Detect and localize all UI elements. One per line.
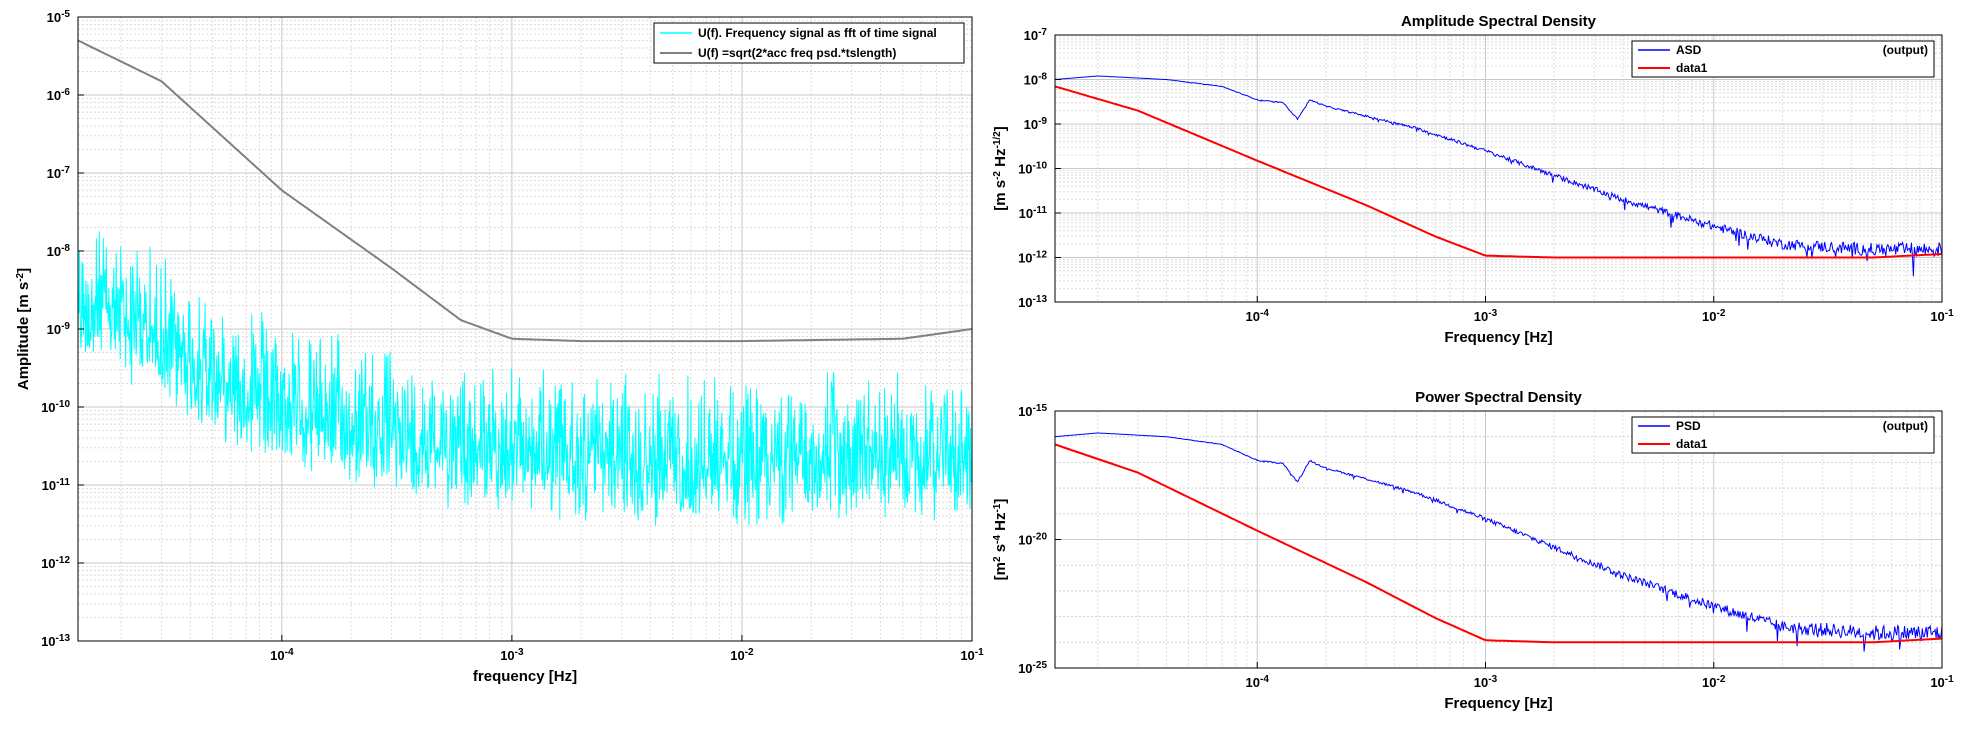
- y-tick-label: 10-13: [41, 633, 70, 650]
- y-tick-label: 10-9: [1024, 116, 1048, 133]
- legend: ASD data1 (output): [1631, 40, 1935, 78]
- legend: PSD data1 (output): [1631, 416, 1935, 454]
- y-axis-label: Amplitude [m s-2]: [15, 268, 33, 390]
- series-line-data1-1: [1054, 443, 1943, 644]
- chart-panel-2: 10-4 10-3 10-2 10-1 10-7 10-8 10-9 10-10 10-11 10…: [992, 13, 1955, 346]
- x-tick-label: 10-2: [730, 647, 754, 664]
- y-tick-label: 10-25: [1018, 660, 1047, 677]
- legend-note: (output): [1883, 43, 1928, 57]
- x-tick-label: 10-3: [1474, 308, 1498, 325]
- y-tick-label: 10-11: [1019, 205, 1048, 222]
- series-line-asd-0: [1054, 75, 1943, 277]
- legend-entry: data1: [1676, 61, 1708, 75]
- x-tick-label: 10-2: [1702, 674, 1726, 691]
- y-tick-label: 10-7: [1024, 27, 1048, 44]
- x-axis-label: Frequency [Hz]: [1444, 695, 1552, 712]
- legend-entry: data1: [1676, 437, 1708, 451]
- x-tick-label: 10-3: [500, 647, 524, 664]
- legend-note: (output): [1883, 419, 1928, 433]
- y-tick-label: 10-10: [41, 399, 70, 416]
- x-tick-label: 10-1: [960, 647, 984, 664]
- x-tick-label: 10-4: [1246, 674, 1270, 691]
- legend-entry: U(f) =sqrt(2*acc freq psd.*tslength): [698, 46, 896, 60]
- series-line-u-1: [77, 39, 973, 343]
- x-tick-label: 10-3: [1474, 674, 1498, 691]
- legend-box: [1631, 40, 1935, 78]
- series-line-data1-1: [1054, 85, 1943, 259]
- series-line-u-0: [77, 231, 973, 526]
- x-tick-label: 10-2: [1702, 308, 1726, 325]
- legend: U(f). Frequency signal as fft of time si…: [653, 22, 965, 64]
- legend-box: [1631, 416, 1935, 454]
- legend-entry: ASD: [1676, 43, 1702, 57]
- x-tick-label: 10-4: [270, 647, 294, 664]
- y-axis-label: [m s-2 Hz-1/2]: [992, 126, 1010, 210]
- chart-panel-3: 10-4 10-3 10-2 10-1 10-15 10-20 10-25 Power Spe…: [992, 389, 1955, 712]
- y-tick-label: 10-20: [1018, 531, 1047, 548]
- y-tick-label: 10-13: [1018, 294, 1047, 311]
- chart-title: Amplitude Spectral Density: [1401, 13, 1597, 30]
- y-tick-label: 10-6: [47, 87, 71, 104]
- y-tick-label: 10-10: [1018, 160, 1047, 177]
- legend-entry: U(f). Frequency signal as fft of time si…: [698, 26, 937, 40]
- y-tick-label: 10-9: [47, 321, 71, 338]
- x-tick-label: 10-1: [1930, 674, 1954, 691]
- x-tick-label: 10-1: [1930, 308, 1954, 325]
- y-tick-label: 10-12: [1018, 249, 1047, 266]
- chart-title: Power Spectral Density: [1415, 389, 1582, 406]
- chart-panel-1: 10-4 10-3 10-2 10-1 10-5 10-6 10-7 10-8 10-9 10-1…: [15, 9, 985, 686]
- x-axis-label: frequency [Hz]: [473, 668, 577, 685]
- y-tick-label: 10-12: [41, 555, 70, 572]
- y-tick-label: 10-5: [47, 9, 71, 26]
- y-tick-label: 10-8: [1024, 71, 1048, 88]
- x-axis-label: Frequency [Hz]: [1444, 329, 1552, 346]
- y-tick-label: 10-15: [1018, 403, 1047, 420]
- x-tick-label: 10-4: [1246, 308, 1270, 325]
- series-line-psd-0: [1054, 432, 1943, 652]
- y-tick-label: 10-8: [47, 243, 71, 260]
- y-axis-label: [m2 s-4 Hz-1]: [992, 499, 1010, 581]
- legend-entry: PSD: [1676, 419, 1701, 433]
- y-tick-label: 10-7: [47, 165, 71, 182]
- legend-box: [653, 22, 965, 64]
- y-tick-label: 10-11: [42, 477, 71, 494]
